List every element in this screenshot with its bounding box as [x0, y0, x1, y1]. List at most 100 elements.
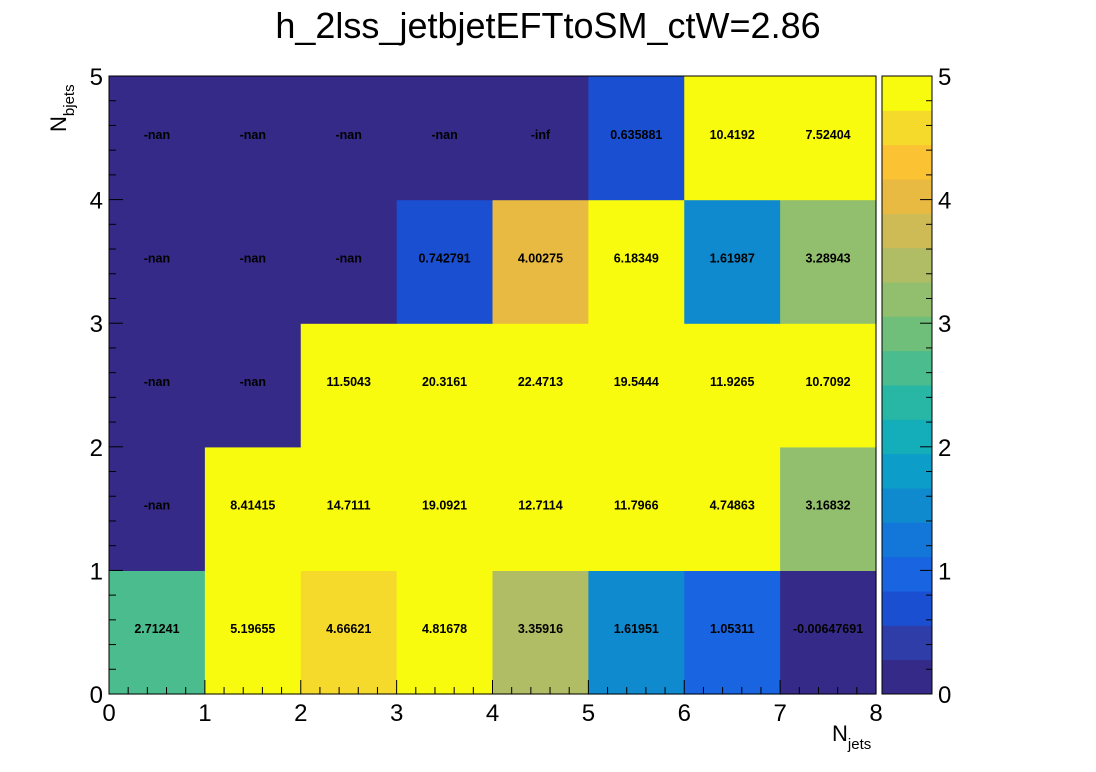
heatmap-cell — [204, 570, 302, 695]
z-tick-label: 3 — [938, 311, 951, 338]
heatmap-cell — [300, 76, 398, 201]
color-scale-band — [882, 659, 932, 695]
heatmap-cell — [396, 323, 494, 448]
cell-value-label: -inf — [531, 128, 551, 142]
x-tick-label: 3 — [390, 700, 403, 727]
heatmap-cell — [780, 76, 877, 201]
cell-value-label: 5.19655 — [230, 622, 275, 636]
heatmap-cell — [588, 199, 685, 324]
cell-value-label: -nan — [431, 128, 457, 142]
x-axis-label-sub: jets — [847, 736, 871, 753]
x-tick-label: 7 — [773, 700, 786, 727]
heatmap-cell — [204, 446, 302, 571]
y-tick-label: 0 — [90, 682, 103, 709]
color-scale-band — [882, 625, 932, 661]
z-tick-label: 2 — [938, 435, 951, 462]
x-axis-label-main: N — [832, 721, 848, 746]
heatmap-cell — [780, 199, 877, 324]
z-tick-label: 1 — [938, 558, 951, 585]
heatmap-cell — [492, 199, 589, 324]
plot-axes: 0 1 2 3 4 5 6 7 8 0 1 2 3 4 5 — [90, 64, 883, 727]
heatmap-cell — [492, 570, 589, 695]
cell-value-label: 3.28943 — [805, 251, 850, 265]
heatmap-cell — [780, 570, 877, 695]
color-scale-band — [882, 179, 932, 214]
heatmap-cell — [109, 446, 206, 571]
heatmap-cells — [109, 76, 877, 695]
color-scale-band — [882, 419, 932, 455]
heatmap-cell — [684, 323, 781, 448]
cell-value-label: -nan — [144, 128, 170, 142]
cell-value-label: 1.61987 — [710, 251, 755, 265]
heatmap-cell — [109, 323, 206, 448]
chart-title: h_2lss_jetbjetEFTtoSM_ctW=2.86 — [275, 5, 820, 46]
heatmap-cell — [780, 323, 877, 448]
heatmap-cell — [204, 76, 302, 201]
heatmap-cell — [396, 570, 494, 695]
color-scale-band — [882, 488, 932, 523]
color-scale-band — [882, 350, 932, 386]
cell-value-label: -nan — [335, 251, 361, 265]
x-tick-label: 6 — [678, 700, 691, 727]
heatmap-cell — [300, 323, 398, 448]
heatmap-cell — [588, 446, 685, 571]
color-scale-band — [882, 282, 932, 317]
y-tick-label: 1 — [90, 558, 103, 585]
heatmap-cell — [396, 76, 494, 201]
x-tick-label: 2 — [294, 700, 307, 727]
heatmap-cell — [588, 570, 685, 695]
heatmap-cell — [588, 323, 685, 448]
heatmap-cell — [300, 446, 398, 571]
color-scale-band — [882, 453, 932, 489]
cell-value-label: 12.7114 — [518, 499, 563, 513]
heatmap-cell — [396, 199, 494, 324]
cell-value-label: 10.7092 — [805, 375, 850, 389]
heatmap-cell — [492, 76, 589, 201]
y-tick-label: 2 — [90, 435, 103, 462]
y-axis-label-sub: bjets — [61, 84, 78, 116]
heatmap-cell — [684, 570, 781, 695]
y-tick-label: 4 — [90, 188, 103, 215]
cell-value-label: 7.52404 — [805, 128, 850, 142]
cell-value-label: 3.16832 — [805, 499, 850, 513]
cell-value-label: 4.74863 — [710, 499, 755, 513]
heatmap-cell — [300, 199, 398, 324]
cell-value-label: 0.635881 — [610, 128, 662, 142]
color-scale-band — [882, 76, 932, 111]
color-scale-band — [882, 556, 932, 592]
cell-value-label: -nan — [240, 128, 266, 142]
cell-value-label: -nan — [240, 375, 266, 389]
heatmap-cell — [300, 570, 398, 695]
heatmap-cell — [780, 446, 877, 571]
heatmap-cell — [204, 199, 302, 324]
z-tick-label: 0 — [938, 682, 951, 709]
cell-value-label: 3.35916 — [518, 622, 563, 636]
heatmap-cell — [588, 76, 685, 201]
cell-value-label: 19.0921 — [422, 499, 467, 513]
y-tick-label: 5 — [90, 64, 103, 91]
color-scale: 0 1 2 3 4 5 — [881, 64, 951, 709]
color-scale-band — [882, 522, 932, 558]
cell-value-label: -0.00647691 — [793, 622, 863, 636]
cell-value-label: 10.4192 — [710, 128, 755, 142]
svg-text:Nbjets: Nbjets — [46, 84, 78, 132]
heatmap-cell — [109, 570, 206, 695]
heatmap-cell — [204, 323, 302, 448]
cell-value-label: -nan — [335, 128, 361, 142]
color-scale-band — [882, 213, 932, 249]
color-scale-band — [882, 591, 932, 626]
x-axis-label: Njets — [832, 721, 871, 753]
cell-value-label: 11.7966 — [614, 499, 659, 513]
color-scale-band — [882, 110, 932, 146]
color-scale-band — [882, 385, 932, 420]
cell-value-label: 14.7111 — [327, 499, 371, 513]
x-tick-label: 4 — [486, 700, 499, 727]
y-axis-label: Nbjets — [46, 84, 78, 132]
cell-value-label: 8.41415 — [230, 499, 275, 513]
cell-value-label: 11.9265 — [710, 375, 755, 389]
heatmap-cell — [109, 199, 206, 324]
x-tick-label: 5 — [582, 700, 595, 727]
x-tick-label: 8 — [869, 700, 882, 727]
cell-value-label: 2.71241 — [134, 622, 179, 636]
